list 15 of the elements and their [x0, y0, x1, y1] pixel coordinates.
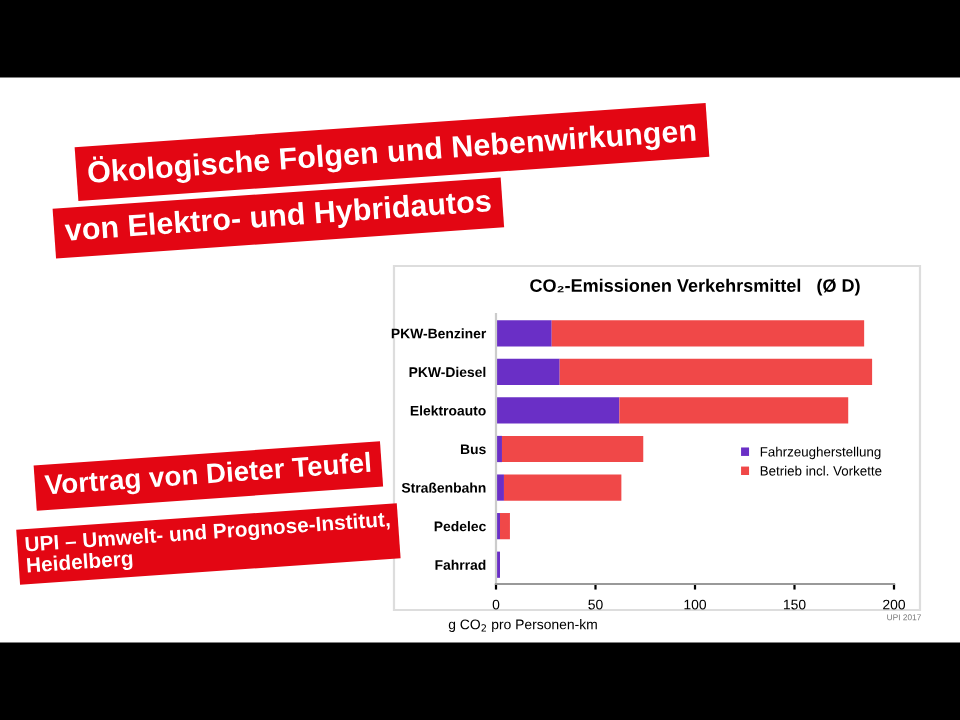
bar [501, 435, 644, 463]
bar [496, 320, 552, 347]
text: von Elektro- und Hybridautos [64, 188, 492, 248]
chart-title: CO₂-Emissionen Verkehrsmittel (Ø D) [530, 278, 860, 296]
text: Vortrag von Dieter Teufel [44, 451, 371, 501]
bar [499, 513, 510, 540]
text: UPI – Umwelt- und Prognose-Institut, Heidelberg [25, 511, 390, 577]
bar [496, 397, 620, 424]
bar [619, 397, 849, 424]
bar [551, 320, 865, 347]
bar [496, 474, 504, 501]
text: Ökologische Folgen und Nebenwirkungen [87, 114, 697, 190]
bar [496, 358, 560, 385]
bar [559, 358, 873, 385]
bar [503, 474, 622, 501]
